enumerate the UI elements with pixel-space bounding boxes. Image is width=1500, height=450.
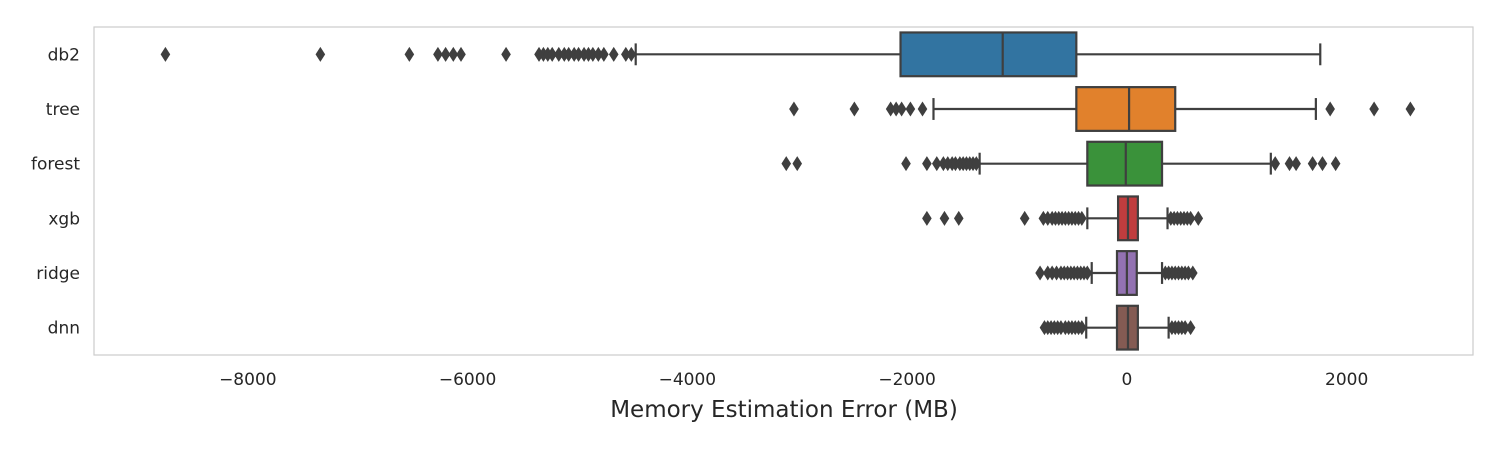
y-tick-label: dnn [48,319,80,339]
y-tick-label: ridge [36,264,80,284]
outlier-point [905,101,916,117]
x-axis: −8000 −6000 −4000 −2000 0 2000 [219,370,1368,390]
outlier-point [440,46,451,62]
outlier-point [608,46,619,62]
outlier-point [931,156,942,172]
outlier-point [922,156,932,172]
outlier-point [1270,156,1281,172]
outlier-point [1193,210,1204,226]
outlier-point [626,46,637,62]
outlier-point [1369,101,1379,117]
outlier-point [456,46,466,62]
plot-frame [93,26,1474,356]
outlier-point [953,210,964,226]
outlier-point [1035,265,1045,281]
outlier-point [1325,101,1335,117]
plot-area [160,31,1416,351]
outlier-point [501,46,511,62]
outlier-point [547,46,558,62]
outlier-point [789,101,799,117]
outlier-point [1185,320,1196,336]
outlier-point [922,210,932,226]
outlier-point [896,101,907,117]
outlier-point [939,210,950,226]
x-tick-label: 2000 [1325,370,1368,390]
outlier-point [781,156,792,172]
outlier-point [160,46,171,62]
box-group-dnn [1039,304,1196,351]
outlier-point [315,46,326,62]
box-group-forest [781,140,1341,187]
outlier-point [1077,210,1087,226]
box-group-tree [789,86,1416,132]
outlier-point [621,46,631,62]
outlier-point [849,101,860,117]
outlier-point [573,46,584,62]
outlier-point [1185,210,1196,226]
outlier-point [1077,320,1087,336]
outlier-point [1291,156,1301,172]
outlier-point [1330,156,1341,172]
outlier-point [1180,320,1190,336]
box-group-db2 [160,31,1322,78]
x-tick-label: −2000 [878,370,936,390]
x-tick-label: 0 [1121,370,1132,390]
outlier-point [792,156,803,172]
x-tick-label: −6000 [439,370,497,390]
y-tick-label: forest [31,155,80,175]
outlier-point [1284,156,1295,172]
outlier-point [404,46,415,62]
outlier-point [553,46,564,62]
outlier-point [1405,101,1416,117]
outlier-point [901,156,911,172]
outlier-point [588,46,598,62]
box-group-xgb [922,195,1204,242]
outlier-point [1019,210,1030,226]
outlier-point [1082,265,1093,281]
outlier-point [1188,265,1198,281]
x-axis-label: Memory Estimation Error (MB) [610,397,958,423]
outlier-point [448,46,459,62]
outlier-point [885,101,896,117]
outlier-point [891,101,901,117]
x-tick-label: −8000 [219,370,277,390]
y-axis: db2 tree forest xgb ridge dnn [31,45,80,338]
outlier-point [1307,156,1318,172]
outlier-point [563,46,574,62]
box-group-ridge [1035,250,1198,296]
outlier-point [593,46,604,62]
y-tick-label: xgb [48,209,80,229]
y-tick-label: db2 [48,45,80,65]
outlier-point [433,46,443,62]
x-tick-label: −4000 [659,370,717,390]
y-tick-label: tree [46,100,80,120]
box-tree [1075,86,1177,132]
outlier-point [1317,156,1328,172]
outlier-point [917,101,928,117]
outlier-point [599,46,609,62]
box-db2 [899,31,1078,78]
outlier-point [971,156,982,172]
